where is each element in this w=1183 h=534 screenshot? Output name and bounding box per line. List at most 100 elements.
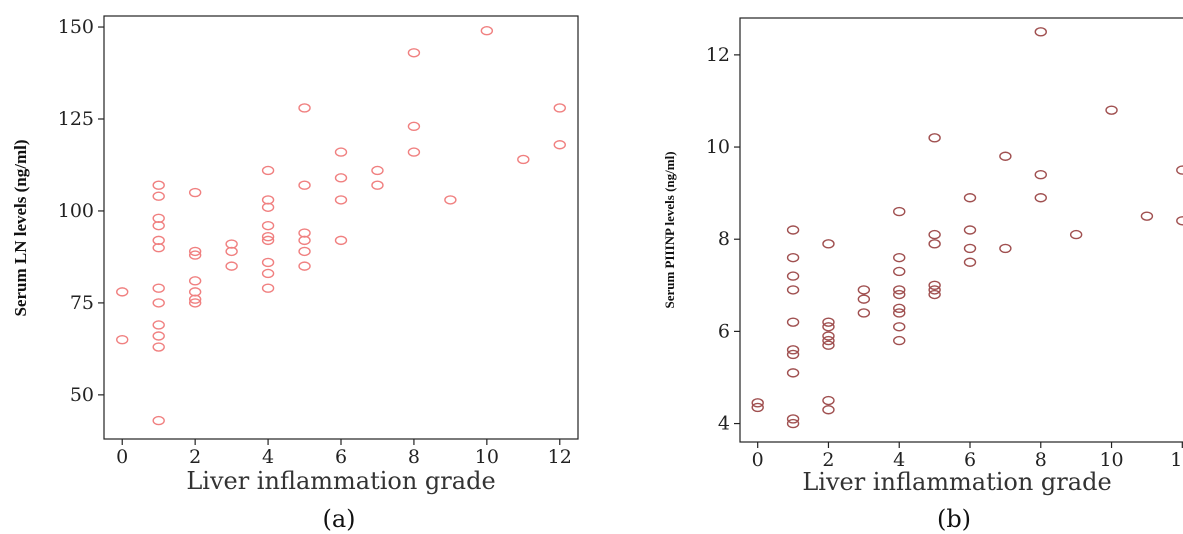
x-axis-title: Liver inflammation grade: [186, 467, 495, 495]
data-point: [261, 268, 275, 279]
x-tick-label: 4: [262, 446, 274, 468]
data-point: [786, 285, 800, 295]
data-point: [298, 103, 311, 113]
data-point: [298, 261, 311, 271]
x-tick-label: 0: [116, 446, 128, 468]
data-point: [822, 395, 835, 406]
data-point: [517, 154, 530, 165]
y-axis-title: Serum LN levels (ng/ml): [11, 139, 30, 316]
data-point: [371, 165, 384, 176]
data-point: [928, 133, 941, 143]
data-point: [928, 280, 941, 291]
data-point: [298, 235, 311, 246]
data-point: [786, 271, 800, 281]
data-point: [444, 195, 457, 205]
data-point: [893, 289, 906, 300]
data-point: [822, 239, 835, 249]
data-point: [786, 368, 800, 378]
data-point: [999, 243, 1012, 254]
data-point: [188, 298, 202, 308]
data-point: [822, 335, 835, 346]
y-tick-label: 50: [70, 384, 94, 406]
data-point: [857, 294, 871, 304]
data-point: [963, 225, 977, 235]
data-point: [334, 235, 348, 246]
data-point: [188, 276, 202, 286]
data-point: [786, 252, 800, 263]
data-point: [188, 294, 202, 304]
data-point: [786, 225, 800, 235]
data-point: [1105, 105, 1118, 115]
chart-panel-b: 0 2 4 6 8 10 12 4 6 8 10 12 Liver inflammation grad…: [590, 0, 1183, 534]
x-axis-title: Liver inflammation grade: [802, 468, 1111, 496]
x-tick-label: 6: [964, 449, 976, 471]
data-point: [893, 335, 906, 346]
data-point: [407, 147, 421, 157]
data-points: [116, 26, 566, 426]
y-tick-label: 150: [58, 16, 94, 38]
data-point: [1069, 229, 1083, 240]
data-point: [857, 308, 871, 318]
chart-panel-a: 0 2 4 6 8 10 12 50 75 100 125 150 Liver inflammatio…: [0, 0, 590, 534]
data-point: [893, 308, 906, 318]
data-point: [553, 103, 566, 113]
axis-ticks: 0 2 4 6 8 10 12 50 75 100 125 150: [58, 16, 572, 468]
data-point: [188, 187, 202, 198]
data-point: [152, 298, 165, 308]
x-tick-label: 8: [1035, 449, 1047, 471]
data-point: [407, 48, 421, 58]
data-point: [893, 266, 906, 277]
data-point: [893, 303, 906, 314]
data-point: [371, 180, 384, 190]
data-point: [1034, 27, 1047, 37]
plot-frame: [103, 15, 579, 440]
data-point: [1034, 169, 1047, 180]
data-point: [1034, 193, 1047, 203]
data-point: [261, 231, 275, 242]
data-point: [553, 140, 566, 150]
data-point: [893, 322, 906, 332]
x-tick-label: 10: [1099, 449, 1123, 471]
data-point: [963, 257, 977, 267]
data-point: [334, 195, 348, 205]
data-point: [786, 345, 800, 355]
data-point: [822, 331, 835, 341]
x-tick-label: 12: [1170, 449, 1183, 471]
data-point: [152, 331, 165, 341]
data-point: [261, 235, 275, 246]
data-point: [152, 320, 165, 330]
data-point: [152, 220, 165, 231]
data-point: [822, 405, 835, 415]
data-point: [928, 229, 941, 240]
x-tick-label: 0: [752, 449, 764, 471]
y-tick-label: 12: [706, 44, 730, 66]
x-tick-label: 2: [822, 449, 834, 471]
data-point: [963, 193, 977, 203]
x-tick-label: 10: [475, 446, 499, 468]
x-tick-label: 4: [893, 449, 905, 471]
data-point: [225, 261, 238, 271]
data-point: [822, 317, 835, 327]
data-point: [928, 239, 941, 249]
panel-label: (a): [322, 505, 355, 533]
data-point: [480, 26, 494, 36]
data-point: [261, 202, 275, 212]
data-point: [152, 283, 165, 293]
data-point: [116, 334, 129, 345]
scatter-chart-b: 0 2 4 6 8 10 12 4 6 8 10 12 Liver inflammation grad…: [662, 17, 1183, 533]
data-point: [152, 243, 165, 253]
data-point: [928, 289, 941, 300]
data-point: [261, 220, 275, 231]
y-tick-label: 10: [706, 136, 730, 158]
data-point: [786, 317, 800, 327]
data-points: [751, 27, 1183, 429]
data-point: [751, 398, 764, 408]
y-tick-label: 6: [718, 320, 730, 342]
data-point: [999, 151, 1012, 161]
data-point: [822, 340, 835, 350]
data-point: [928, 285, 941, 295]
scatter-chart-a: 0 2 4 6 8 10 12 50 75 100 125 150 Liver inflammatio…: [11, 15, 579, 533]
data-point: [152, 415, 165, 426]
axis-ticks: 0 2 4 6 8 10 12 4 6 8 10 12: [706, 44, 1183, 471]
data-point: [786, 414, 800, 424]
